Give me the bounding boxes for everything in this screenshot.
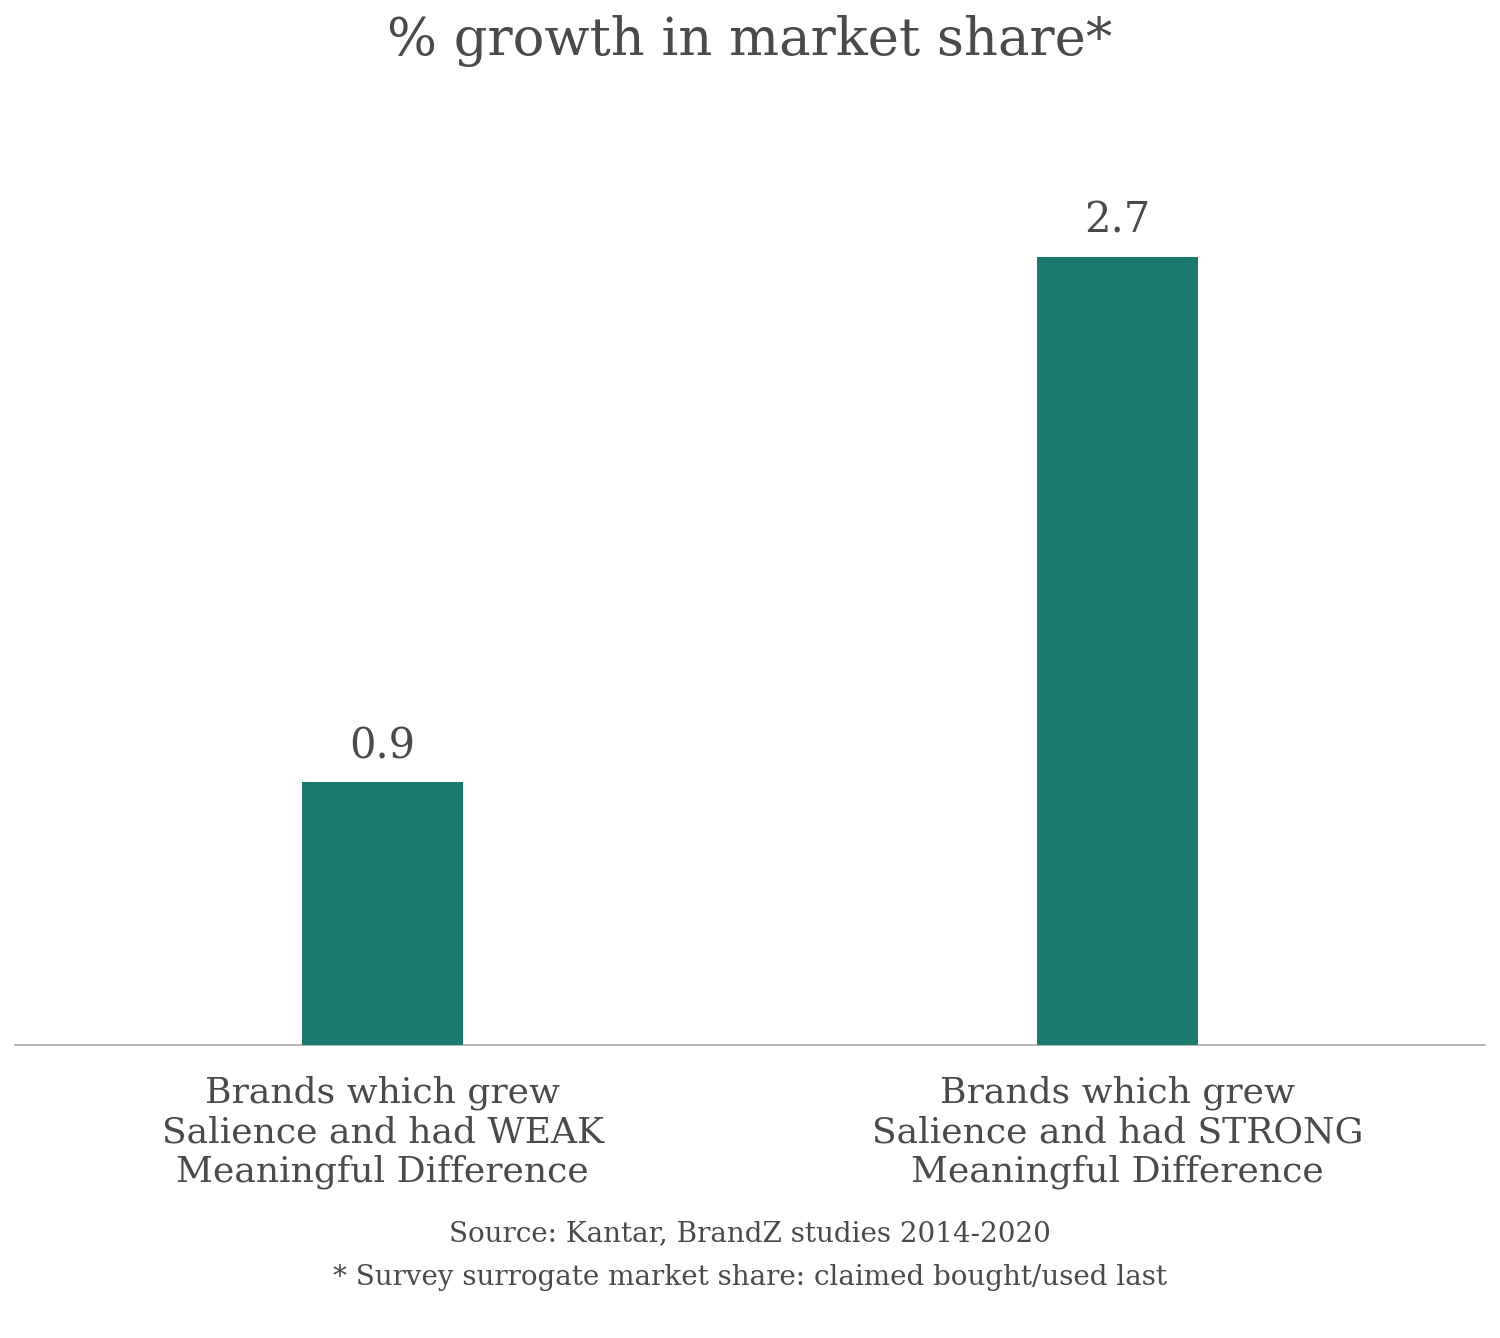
Text: 2.7: 2.7	[1084, 199, 1150, 242]
Bar	[302, 783, 464, 1045]
Title: % growth in market share*: % growth in market share*	[387, 15, 1113, 67]
Bar	[1036, 257, 1199, 1045]
Text: Source: Kantar, BrandZ studies 2014-2020
* Survey surrogate market share: claime: Source: Kantar, BrandZ studies 2014-2020…	[333, 1220, 1167, 1291]
Text: 0.9: 0.9	[350, 725, 416, 768]
